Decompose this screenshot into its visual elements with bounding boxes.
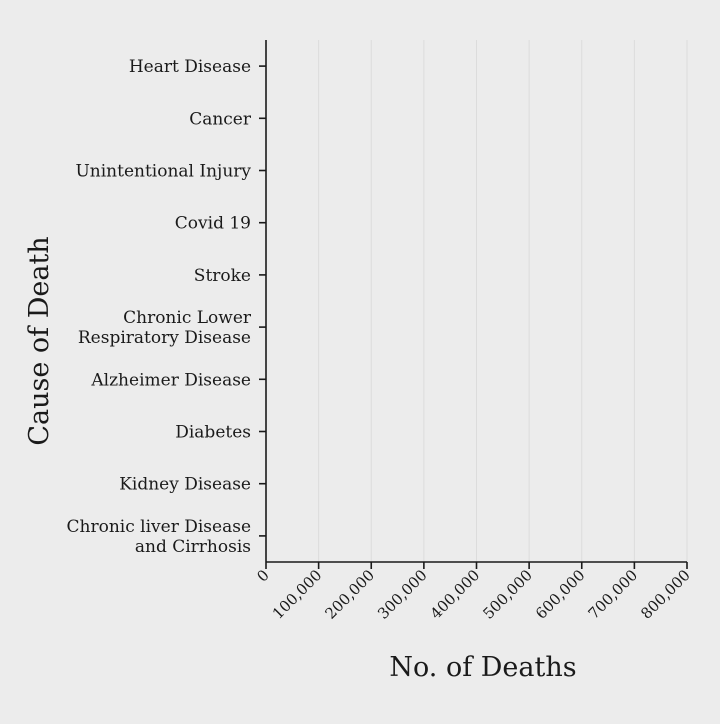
y-tick-label: Kidney Disease (119, 475, 251, 495)
gridlines (318, 40, 688, 562)
y-axis-ticks: Heart Disease Cancer Unintentional Injury C… (67, 57, 266, 557)
y-tick-label: Alzheimer Disease (90, 370, 251, 390)
y-tick-label: Chronic Lower Respiratory Disease (78, 308, 252, 348)
y-tick-label: Unintentional Injury (75, 162, 251, 182)
y-tick-label: Covid 19 (175, 214, 251, 234)
x-axis-ticks: 0100,000200,000300,000400,000500,000600,… (253, 562, 694, 623)
x-tick-label: 200,000 (321, 566, 378, 623)
x-tick-label: 300,000 (374, 566, 431, 623)
y-tick-label: Heart Disease (129, 57, 251, 77)
y-tick-label: Chronic liver Disease and Cirrhosis (67, 517, 251, 557)
x-tick-label: 500,000 (479, 566, 536, 623)
y-tick-label: Stroke (194, 266, 251, 286)
x-tick-label: 100,000 (269, 566, 326, 623)
y-tick-label: Diabetes (175, 423, 251, 443)
x-tick-label: 600,000 (532, 566, 589, 623)
y-axis-title: Cause of Death (24, 236, 55, 445)
y-tick-label: Cancer (189, 109, 252, 129)
x-tick-label: 400,000 (427, 566, 484, 623)
x-tick-label: 0 (253, 566, 272, 585)
x-axis-title: No. of Deaths (389, 652, 576, 683)
x-tick-label: 800,000 (637, 566, 694, 623)
x-tick-label: 700,000 (585, 566, 642, 623)
